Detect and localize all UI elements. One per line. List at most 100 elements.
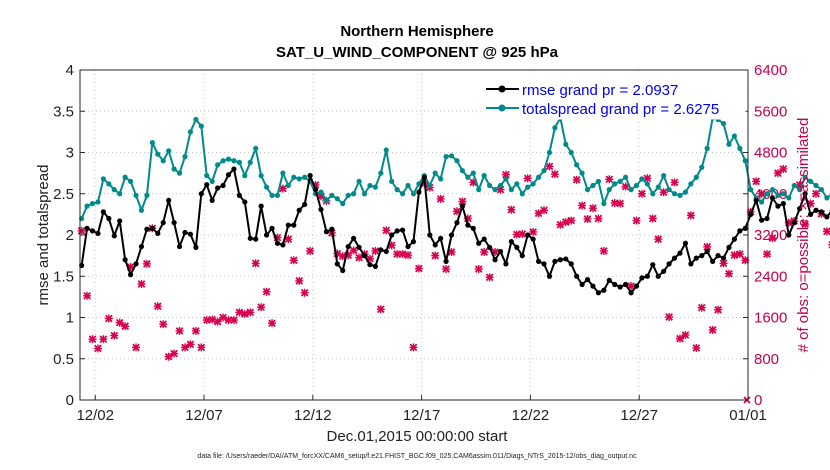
totalspread-point bbox=[127, 178, 134, 184]
obs-marker bbox=[409, 343, 418, 352]
rmse-point bbox=[807, 211, 814, 217]
rmse-point bbox=[285, 222, 291, 228]
rmse-point bbox=[584, 276, 591, 283]
totalspread-point bbox=[764, 191, 770, 197]
totalspread-point bbox=[633, 182, 640, 189]
totalspread-point bbox=[688, 181, 694, 187]
obs-marker bbox=[414, 264, 423, 273]
rmse-point bbox=[225, 172, 232, 178]
rmse-point bbox=[557, 257, 563, 263]
totalspread-point bbox=[198, 123, 204, 129]
rmse-point bbox=[726, 244, 732, 250]
rmse-point bbox=[813, 207, 819, 213]
obs-marker bbox=[550, 170, 559, 179]
totalspread-point bbox=[797, 187, 803, 193]
rmse-point bbox=[459, 203, 466, 209]
rmse-point bbox=[514, 244, 520, 250]
totalspread-point bbox=[149, 140, 155, 146]
rmse-point bbox=[127, 272, 134, 278]
x-tick-label: 12/12 bbox=[294, 407, 332, 424]
rmse-point bbox=[650, 262, 656, 268]
obs-marker bbox=[779, 165, 788, 173]
totalspread-point bbox=[508, 187, 514, 193]
totalspread-point bbox=[367, 182, 373, 189]
rmse-point bbox=[215, 185, 221, 191]
totalspread-point bbox=[574, 162, 580, 168]
totalspread-point bbox=[704, 145, 710, 151]
obs-marker bbox=[588, 204, 597, 213]
totalspread-point bbox=[356, 178, 362, 184]
totalspread-point bbox=[231, 158, 237, 164]
obs-marker bbox=[485, 273, 494, 282]
rmse-point bbox=[356, 244, 362, 250]
rmse-point bbox=[574, 273, 580, 279]
x-tick-label: 12/27 bbox=[620, 407, 658, 424]
rmse-point bbox=[171, 220, 177, 226]
obs-marker bbox=[268, 319, 277, 328]
rmse-point bbox=[421, 174, 427, 180]
obs-marker bbox=[197, 343, 206, 352]
obs-marker bbox=[686, 211, 695, 220]
y2-tick-label: 4000 bbox=[754, 186, 787, 203]
rmse-point bbox=[394, 228, 400, 234]
rmse-point bbox=[764, 215, 770, 222]
totalspread-point bbox=[389, 178, 395, 184]
obs-marker bbox=[99, 335, 108, 344]
rmse-point bbox=[612, 281, 618, 288]
rmse-point bbox=[797, 206, 803, 212]
totalspread-point bbox=[699, 164, 705, 170]
totalspread-point bbox=[791, 182, 797, 189]
totalspread-point bbox=[155, 151, 161, 157]
rmse-point bbox=[416, 189, 422, 195]
rmse-point bbox=[318, 206, 324, 213]
obs-marker bbox=[246, 308, 255, 317]
y-tick-label: 0.5 bbox=[53, 351, 74, 368]
rmse-point bbox=[476, 240, 482, 246]
y-tick-label: 4 bbox=[66, 62, 74, 79]
totalspread-point bbox=[225, 156, 232, 162]
rmse-point bbox=[617, 284, 623, 290]
x-tick-label: 12/07 bbox=[185, 407, 223, 424]
totalspread-point bbox=[394, 187, 400, 193]
obs-marker bbox=[719, 259, 728, 268]
rmse-point bbox=[253, 236, 259, 242]
obs-marker bbox=[735, 250, 744, 259]
rmse-point bbox=[737, 228, 743, 234]
totalspread-point bbox=[372, 184, 378, 190]
obs-marker bbox=[257, 303, 266, 312]
obs-marker bbox=[730, 251, 739, 260]
totalspread-point bbox=[497, 182, 504, 189]
rmse-point bbox=[780, 201, 786, 207]
y-tick-label: 0 bbox=[66, 392, 74, 409]
rmse-point bbox=[378, 247, 384, 253]
obs-marker bbox=[583, 215, 592, 224]
y2-tick-label: 4800 bbox=[754, 145, 787, 162]
totalspread-point bbox=[546, 149, 553, 156]
totalspread-point bbox=[530, 181, 536, 187]
totalspread-point bbox=[318, 189, 324, 195]
obs-marker bbox=[801, 220, 810, 229]
rmse-point bbox=[454, 220, 460, 226]
totalspread-point bbox=[410, 191, 417, 197]
legend-box bbox=[481, 72, 746, 120]
totalspread-point bbox=[160, 158, 166, 164]
rmse-point bbox=[525, 232, 531, 238]
obs-marker bbox=[632, 216, 641, 225]
obs-marker bbox=[768, 234, 777, 243]
rmse-point bbox=[590, 283, 596, 289]
rmse-point bbox=[497, 248, 504, 255]
y2-tick-label: 0 bbox=[754, 392, 762, 409]
totalspread-point bbox=[247, 159, 253, 165]
totalspread-point bbox=[661, 173, 667, 179]
chart-subtitle: SAT_U_WIND_COMPONENT @ 925 hPa bbox=[276, 44, 559, 61]
totalspread-point bbox=[427, 182, 433, 189]
rmse-point bbox=[492, 257, 498, 263]
totalspread-point bbox=[644, 181, 650, 187]
obs-marker bbox=[262, 287, 271, 296]
totalspread-point bbox=[628, 187, 634, 193]
totalspread-point bbox=[677, 192, 683, 198]
rmse-point bbox=[302, 201, 308, 208]
rmse-point bbox=[323, 229, 330, 235]
rmse-point bbox=[133, 261, 139, 267]
y-tick-label: 2 bbox=[66, 227, 74, 244]
